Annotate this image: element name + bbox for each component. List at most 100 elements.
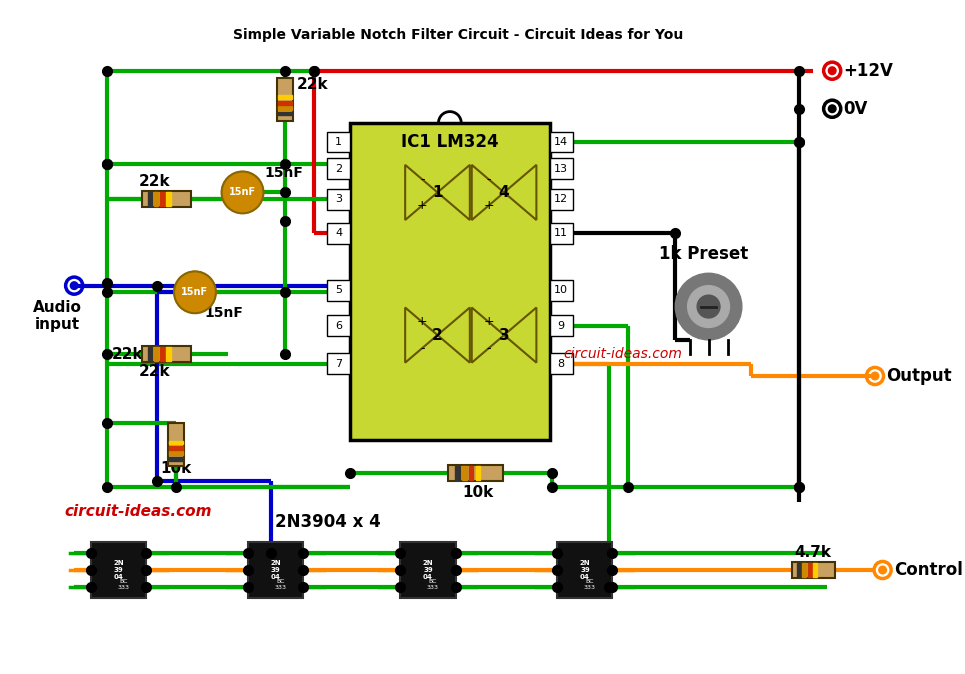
Circle shape [174, 272, 216, 313]
Text: 12: 12 [554, 194, 568, 204]
Text: 2: 2 [335, 164, 343, 174]
Text: 4.7k: 4.7k [794, 545, 832, 560]
Circle shape [871, 372, 879, 379]
Bar [448, 465, 503, 481]
Text: BC
333: BC 333 [427, 579, 439, 590]
Text: 0V: 0V [843, 100, 868, 118]
Bar [154, 192, 158, 206]
Bar [327, 131, 350, 152]
Text: circuit-ideas.com: circuit-ideas.com [65, 503, 212, 518]
Text: 7: 7 [335, 359, 343, 369]
Bar [791, 562, 835, 578]
Text: -: - [486, 173, 491, 185]
Bar [169, 446, 183, 450]
Text: 6: 6 [335, 321, 342, 330]
Bar [813, 563, 817, 577]
Text: 5: 5 [335, 285, 342, 295]
Bar [469, 466, 474, 480]
Text: 10k: 10k [462, 485, 493, 499]
Text: -: - [486, 342, 491, 355]
Bar [327, 189, 350, 210]
Circle shape [70, 282, 78, 289]
Circle shape [688, 286, 730, 328]
Bar [327, 158, 350, 179]
Text: 11: 11 [554, 228, 568, 239]
Text: IC1 LM324: IC1 LM324 [401, 133, 499, 151]
Bar [550, 158, 572, 179]
Bar [142, 191, 191, 207]
Text: 1k Preset: 1k Preset [659, 245, 749, 264]
Text: 22k: 22k [112, 346, 144, 362]
Circle shape [828, 67, 836, 75]
Bar [797, 563, 801, 577]
Bar [169, 452, 183, 455]
Text: 2: 2 [432, 328, 443, 342]
Circle shape [828, 105, 836, 113]
Bar [550, 131, 572, 152]
Bar [550, 280, 572, 301]
Text: 15nF: 15nF [205, 306, 243, 320]
Text: 2N
39
04: 2N 39 04 [270, 560, 281, 580]
Text: 2N3904 x 4: 2N3904 x 4 [275, 514, 381, 532]
Circle shape [222, 171, 263, 214]
Bar [169, 457, 183, 460]
Text: BC
333: BC 333 [584, 579, 595, 590]
Text: -: - [420, 342, 425, 355]
Bar [550, 353, 572, 374]
Bar [92, 543, 147, 598]
Text: Simple Variable Notch Filter Circuit - Circuit Ideas for You: Simple Variable Notch Filter Circuit - C… [234, 28, 683, 42]
Text: +: + [483, 315, 494, 328]
Bar [278, 101, 292, 104]
Bar [327, 353, 350, 374]
Text: 4: 4 [499, 185, 510, 200]
Text: 2N
39
04: 2N 39 04 [580, 560, 591, 580]
Text: 15nF: 15nF [264, 166, 303, 181]
Text: Output: Output [887, 367, 952, 385]
Bar [803, 563, 806, 577]
Text: 22k: 22k [296, 78, 328, 92]
Text: 1: 1 [432, 185, 443, 200]
Text: Control: Control [894, 561, 963, 579]
Text: 13: 13 [554, 164, 568, 174]
Bar [169, 441, 183, 444]
Text: 2N
39
04: 2N 39 04 [423, 560, 433, 580]
Bar [278, 96, 292, 99]
Bar [148, 192, 152, 206]
Text: 8: 8 [558, 359, 565, 369]
Bar [160, 192, 165, 206]
Text: 10k: 10k [160, 461, 192, 476]
Text: -: - [420, 173, 425, 185]
Text: 9: 9 [558, 321, 565, 330]
Circle shape [697, 295, 720, 318]
Bar [327, 280, 350, 301]
Bar [550, 315, 572, 336]
Text: 22k: 22k [138, 175, 170, 189]
Text: 15nF: 15nF [229, 187, 256, 197]
Circle shape [879, 566, 887, 574]
Bar [278, 106, 292, 110]
Bar [327, 223, 350, 244]
Circle shape [676, 273, 742, 340]
Bar [550, 223, 572, 244]
Bar [154, 347, 158, 361]
Bar [248, 543, 303, 598]
Bar [278, 111, 292, 115]
Text: 3: 3 [499, 328, 510, 342]
Text: 15nF: 15nF [181, 287, 208, 297]
Bar [455, 466, 459, 480]
Bar [166, 347, 171, 361]
Bar [168, 423, 184, 466]
Bar [160, 347, 165, 361]
Bar [277, 78, 293, 121]
Text: BC
333: BC 333 [275, 579, 287, 590]
Bar [476, 466, 481, 480]
Bar [142, 346, 191, 362]
Text: 22k: 22k [138, 364, 170, 379]
Text: 14: 14 [554, 137, 568, 147]
Text: 4: 4 [335, 228, 343, 239]
Text: +12V: +12V [843, 62, 894, 80]
Text: Audio
input: Audio input [33, 300, 81, 332]
Bar [461, 466, 466, 480]
Text: circuit-ideas.com: circuit-ideas.com [563, 347, 682, 361]
Text: BC
333: BC 333 [118, 579, 129, 590]
